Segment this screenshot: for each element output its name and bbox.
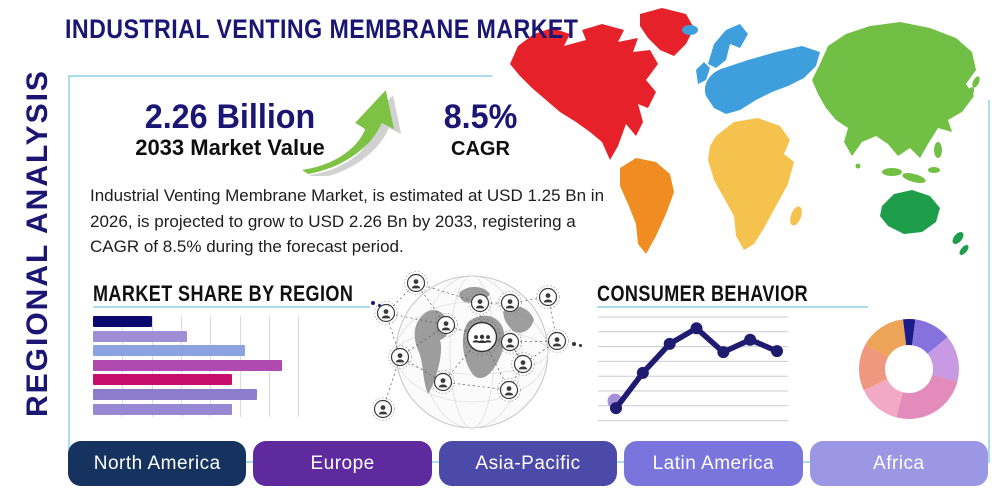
decor-dot — [572, 342, 576, 346]
consumer-behavior-section-title: CONSUMER BEHAVIOR — [597, 281, 809, 306]
person-node-icon — [434, 313, 458, 337]
bar-row — [93, 389, 257, 400]
content-box-top-border — [68, 75, 492, 77]
person-node-icon — [498, 291, 522, 315]
line-point-marker — [610, 402, 622, 415]
decor-dot — [579, 344, 582, 347]
bar-row — [93, 330, 188, 342]
line-point-marker — [663, 337, 676, 350]
region-button-latin-america[interactable]: Latin America — [624, 441, 803, 486]
line-point-marker — [717, 346, 730, 359]
content-box-right-border — [988, 100, 990, 463]
continent-africa — [708, 118, 802, 250]
person-node-icon — [372, 397, 395, 421]
donut-slice — [859, 319, 959, 419]
market-share-bar-chart — [93, 316, 319, 420]
continent-europe — [682, 24, 820, 114]
people-group-node-icon — [463, 318, 501, 356]
donut-slice — [859, 319, 959, 419]
bar-row — [93, 359, 282, 371]
page-title: INDUSTRIAL VENTING MEMBRANE MARKET — [65, 14, 579, 44]
donut-slice — [859, 318, 959, 419]
market-share-underline — [93, 306, 370, 308]
world-map — [490, 0, 1000, 265]
regional-share-donut-chart — [859, 318, 959, 419]
person-node-icon — [498, 330, 522, 354]
description-text: Industrial Venting Membrane Market, is e… — [90, 186, 605, 256]
market-share-section-title: MARKET SHARE BY REGION — [93, 281, 354, 306]
person-node-icon — [404, 271, 428, 295]
decor-dot — [378, 304, 381, 307]
bar-row — [93, 374, 233, 386]
continent-asia — [812, 22, 980, 183]
line-point-marker — [744, 333, 757, 346]
person-node-icon — [388, 345, 412, 369]
bar-row — [93, 345, 245, 357]
continent-oceania — [880, 190, 969, 255]
cagr-label: CAGR — [451, 138, 510, 160]
bar-row — [93, 403, 233, 415]
person-node-icon — [545, 329, 569, 353]
bar-row — [93, 316, 153, 327]
side-label: REGIONAL ANALYSIS — [21, 69, 54, 417]
consumer-behavior-line-chart — [598, 316, 788, 422]
growth-arrow-icon — [295, 84, 403, 180]
person-node-icon — [497, 378, 521, 402]
person-node-icon — [536, 285, 560, 309]
continent-south-america — [620, 158, 674, 254]
person-node-icon — [431, 370, 455, 394]
market-value-stat: 2.26 Billion — [144, 98, 316, 136]
person-node-icon — [468, 291, 492, 315]
continent-north-america — [510, 8, 694, 160]
person-node-icon — [374, 301, 398, 325]
line-point-marker — [770, 345, 783, 358]
bar-chart-gridline — [298, 316, 300, 417]
consumer-behavior-underline — [597, 306, 868, 308]
region-button-asia-pacific[interactable]: Asia-Pacific — [438, 441, 618, 486]
region-buttons-row: North America Europe Asia-Pacific Latin … — [68, 441, 989, 486]
line-point-marker — [636, 366, 649, 379]
region-button-europe[interactable]: Europe — [253, 441, 432, 486]
market-value-label: 2033 Market Value — [135, 135, 325, 160]
line-point-marker — [690, 322, 703, 335]
donut-slice — [859, 319, 959, 419]
person-node-icon — [511, 352, 535, 376]
globe-network-graphic — [372, 271, 569, 429]
region-button-africa[interactable]: Africa — [809, 441, 989, 486]
region-button-north-america[interactable]: North America — [68, 441, 247, 486]
decor-dot — [371, 301, 375, 305]
cagr-stat: 8.5% — [443, 98, 518, 136]
content-box-left-border — [68, 75, 70, 463]
